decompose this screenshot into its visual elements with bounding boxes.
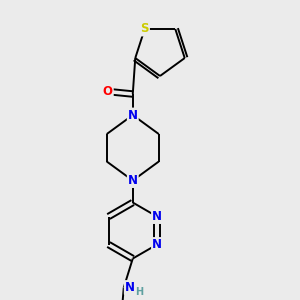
Text: S: S — [140, 22, 149, 35]
Text: O: O — [103, 85, 113, 98]
Text: N: N — [152, 238, 162, 251]
Text: H: H — [135, 286, 143, 296]
Text: N: N — [125, 281, 135, 294]
Text: N: N — [152, 210, 162, 223]
Text: N: N — [128, 109, 138, 122]
Text: N: N — [128, 174, 138, 187]
